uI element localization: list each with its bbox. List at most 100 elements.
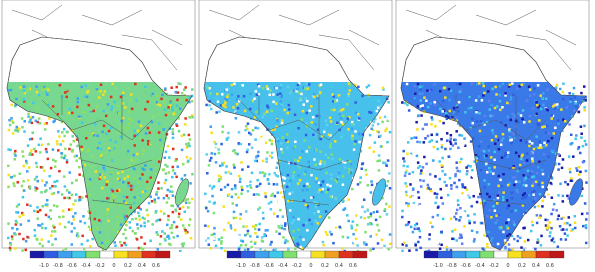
field-cell <box>365 127 369 130</box>
field-cell <box>269 208 273 211</box>
field-cell <box>411 188 415 191</box>
field-cell <box>179 218 183 221</box>
field-cell <box>69 143 73 146</box>
field-cell <box>93 123 97 126</box>
field-cell <box>313 158 316 161</box>
field-cell <box>14 233 17 236</box>
field-cell <box>459 88 463 92</box>
field-cell <box>369 111 373 114</box>
colorbar-swatch <box>507 250 523 259</box>
field-cell <box>321 105 324 108</box>
field-cell <box>459 154 463 157</box>
field-cell <box>583 139 587 143</box>
field-cell <box>585 181 588 184</box>
field-cell <box>148 94 152 98</box>
field-cell <box>293 247 297 250</box>
field-cell <box>205 239 208 242</box>
field-cell <box>487 149 491 153</box>
field-cell <box>376 159 379 163</box>
field-cell <box>275 166 278 169</box>
field-cell <box>540 146 543 149</box>
field-cell <box>102 109 105 113</box>
field-cell <box>136 223 139 226</box>
field-cell <box>554 162 557 165</box>
field-cell <box>270 156 274 159</box>
field-cell <box>419 210 422 213</box>
field-cell <box>240 188 244 192</box>
field-cell <box>297 120 301 123</box>
field-cell <box>466 169 469 173</box>
field-cell <box>440 164 443 167</box>
field-cell <box>235 103 239 106</box>
field-cell <box>172 112 175 116</box>
field-cell <box>353 112 356 115</box>
field-cell <box>82 174 85 178</box>
field-cell <box>127 184 130 188</box>
field-cell <box>268 93 272 97</box>
field-cell <box>235 211 239 214</box>
field-cell <box>578 165 581 169</box>
field-cell <box>314 201 317 204</box>
field-cell <box>368 222 372 225</box>
field-cell <box>241 84 244 87</box>
field-cell <box>68 107 71 111</box>
field-cell <box>532 200 535 204</box>
field-cell <box>135 196 138 200</box>
field-cell <box>455 155 459 159</box>
field-cell <box>514 151 518 155</box>
field-cell <box>537 240 541 244</box>
field-cell <box>111 228 115 232</box>
colorbar-swatch <box>479 250 495 259</box>
field-cell <box>139 165 142 169</box>
madagascar <box>569 178 583 206</box>
field-cell <box>183 98 187 102</box>
field-cell <box>292 216 295 219</box>
field-cell <box>566 221 569 225</box>
field-cell <box>563 222 567 225</box>
field-cell <box>144 90 147 94</box>
field-cell <box>269 243 272 246</box>
field-cell <box>210 156 213 160</box>
field-cell <box>422 173 425 177</box>
field-cell <box>217 178 221 181</box>
field-cell <box>9 88 13 92</box>
field-cell <box>509 139 512 142</box>
field-cell <box>466 214 470 217</box>
field-cell <box>183 174 187 177</box>
field-cell <box>137 199 141 202</box>
field-cell <box>135 158 138 161</box>
field-cell <box>445 245 449 249</box>
field-cell <box>506 206 509 210</box>
field-cell <box>114 121 118 125</box>
field-cell <box>161 230 164 233</box>
field-cell <box>86 131 89 135</box>
field-cell <box>53 230 57 233</box>
field-cell <box>171 131 174 134</box>
field-cell <box>477 155 480 159</box>
field-cell <box>461 183 464 186</box>
field-cell <box>296 182 300 185</box>
field-cell <box>356 109 359 113</box>
field-cell <box>542 153 546 156</box>
field-cell <box>472 194 475 198</box>
field-cell <box>456 83 459 86</box>
field-cell <box>292 218 296 222</box>
field-cell <box>512 165 515 168</box>
field-cell <box>22 213 25 217</box>
field-cell <box>75 179 78 182</box>
field-cell <box>515 169 519 172</box>
field-cell <box>350 226 354 230</box>
field-cell <box>547 193 550 197</box>
field-cell <box>85 95 89 99</box>
field-cell <box>554 126 557 130</box>
field-cell <box>140 236 143 239</box>
field-cell <box>490 138 494 142</box>
field-cell <box>522 248 526 252</box>
field-cell <box>93 82 96 85</box>
field-cell <box>271 192 274 196</box>
field-cell <box>339 117 343 120</box>
field-cell <box>16 127 19 130</box>
field-cell <box>278 128 281 132</box>
field-cell <box>156 102 159 106</box>
field-cell <box>238 100 241 103</box>
